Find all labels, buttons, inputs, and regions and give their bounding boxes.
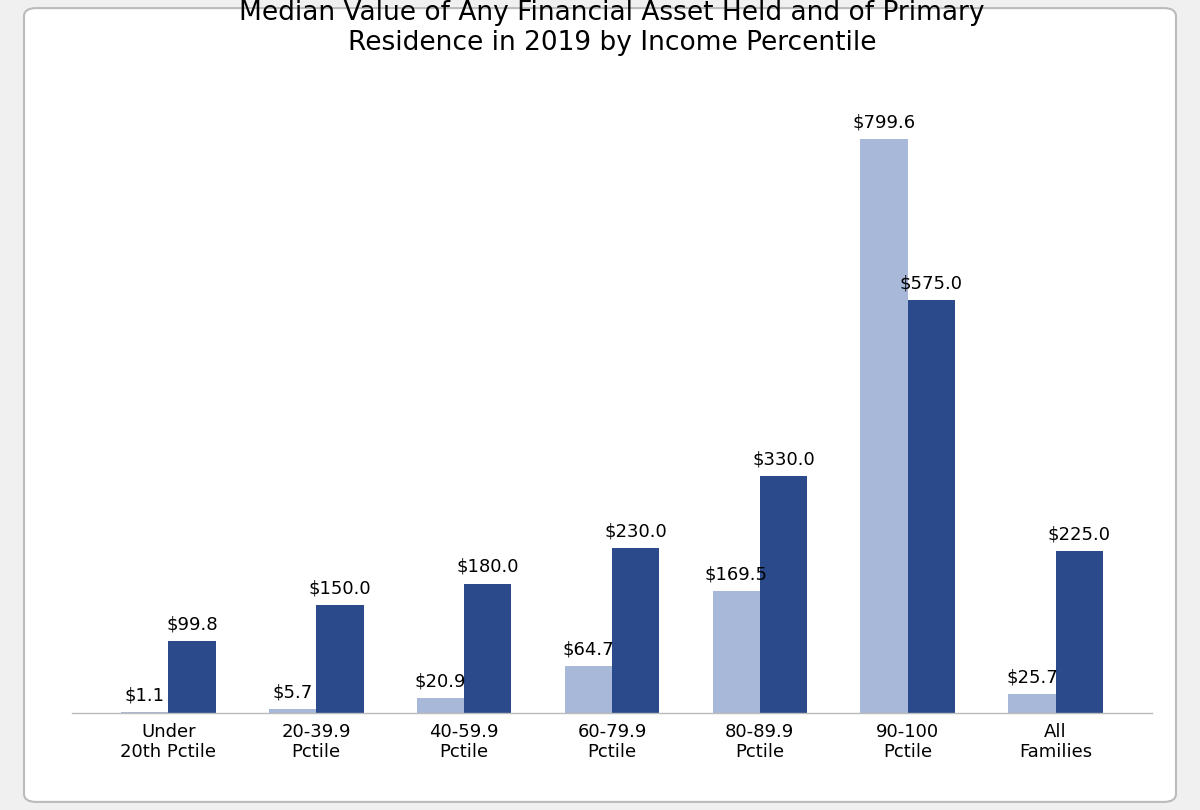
Text: $180.0: $180.0 (456, 558, 520, 576)
Bar (269, 709, 317, 713)
Bar (760, 476, 808, 713)
Text: $150.0: $150.0 (308, 579, 371, 598)
Text: $330.0: $330.0 (752, 450, 815, 468)
Bar (713, 591, 760, 713)
Bar (464, 583, 511, 713)
Title: Median Value of Any Financial Asset Held and of Primary
Residence in 2019 by Inc: Median Value of Any Financial Asset Held… (239, 1, 985, 57)
Text: $20.9: $20.9 (415, 672, 467, 690)
Bar (1056, 552, 1103, 713)
Text: $230.0: $230.0 (605, 522, 667, 540)
Bar (1008, 694, 1056, 713)
Text: $799.6: $799.6 (852, 113, 916, 131)
Text: $64.7: $64.7 (563, 641, 614, 659)
Bar (317, 605, 364, 713)
Text: $99.8: $99.8 (167, 616, 218, 633)
Text: $225.0: $225.0 (1048, 526, 1111, 544)
Text: $575.0: $575.0 (900, 275, 962, 292)
Bar (907, 300, 955, 713)
Text: $25.7: $25.7 (1006, 669, 1058, 687)
Text: $5.7: $5.7 (272, 683, 313, 701)
Text: $1.1: $1.1 (125, 686, 164, 705)
Bar (168, 642, 216, 713)
Text: $169.5: $169.5 (704, 565, 768, 583)
Bar (416, 697, 464, 713)
Bar (565, 667, 612, 713)
Bar (860, 139, 907, 713)
Bar (612, 548, 659, 713)
